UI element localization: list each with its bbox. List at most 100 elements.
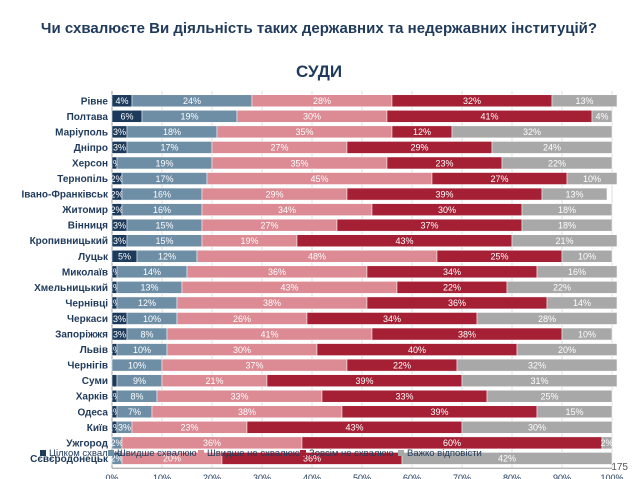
bar-segment — [506, 281, 618, 294]
value-label: 22% — [548, 158, 566, 168]
category-label: Львів — [80, 345, 108, 356]
value-label: 3% — [118, 423, 131, 433]
value-label: 8% — [140, 329, 153, 339]
value-label: 32% — [528, 360, 546, 370]
value-label: 3% — [113, 220, 126, 230]
value-label: 22% — [553, 283, 571, 293]
value-label: 1% — [108, 423, 121, 433]
value-label: 21% — [555, 236, 573, 246]
category-label: Івано-Франківськ — [22, 190, 109, 201]
value-label: 45% — [310, 174, 328, 184]
value-label: 3% — [113, 143, 126, 153]
value-label: 48% — [308, 252, 326, 262]
value-label: 22% — [393, 360, 411, 370]
value-label: 6% — [120, 112, 133, 122]
value-label: 30% — [438, 205, 456, 215]
value-label: 25% — [540, 392, 558, 402]
category-label: Чернівці — [65, 298, 108, 309]
value-label: 14% — [573, 298, 591, 308]
value-label: 20% — [163, 454, 181, 464]
value-label: 43% — [280, 283, 298, 293]
category-label: Одеса — [77, 407, 108, 418]
bar-segment — [111, 374, 118, 387]
x-tick-label: 10% — [153, 473, 171, 479]
value-label: 34% — [443, 267, 461, 277]
x-tick-label: 70% — [453, 473, 471, 479]
bar-segment — [521, 203, 613, 216]
bar-segment — [541, 187, 608, 201]
value-label: 14% — [143, 267, 161, 277]
category-label: Запоріжжя — [55, 330, 108, 341]
value-label: 23% — [435, 158, 453, 168]
chart-subtitle: СУДИ — [295, 62, 343, 81]
value-label: 29% — [265, 189, 283, 199]
value-label: 39% — [430, 407, 448, 417]
value-label: 30% — [303, 112, 321, 122]
value-label: 22% — [443, 283, 461, 293]
category-label: Суми — [82, 376, 108, 387]
legend-swatch — [108, 450, 114, 456]
bar-segment — [561, 250, 613, 263]
value-label: 27% — [490, 174, 508, 184]
value-label: 10% — [143, 314, 161, 324]
category-label: Вінниця — [68, 221, 108, 232]
value-label: 25% — [490, 252, 508, 262]
value-label: 29% — [410, 143, 428, 153]
value-label: 38% — [263, 298, 281, 308]
value-label: 23% — [180, 423, 198, 433]
value-label: 1% — [108, 298, 121, 308]
bar-segment — [551, 94, 618, 108]
value-label: 34% — [278, 205, 296, 215]
value-label: 1% — [108, 407, 121, 417]
bar-segment — [401, 452, 613, 465]
category-label: Маріуполь — [55, 127, 108, 138]
category-label: Черкаси — [67, 314, 108, 325]
value-label: 43% — [395, 236, 413, 246]
value-label: 32% — [463, 96, 481, 106]
value-label: 12% — [138, 298, 156, 308]
value-label: 5% — [118, 252, 131, 262]
legend-swatch — [40, 450, 46, 456]
value-label: 1% — [108, 267, 121, 277]
category-label: Чернігів — [67, 361, 108, 372]
category-label: Тернопіль — [57, 174, 108, 185]
category-label: Миколаїв — [62, 267, 108, 278]
value-label: 15% — [155, 220, 173, 230]
chart-title: Чи схвалюєте Ви діяльність таких державн… — [40, 20, 598, 37]
value-label: 4% — [115, 96, 128, 106]
value-label: 16% — [153, 189, 171, 199]
value-label: 37% — [420, 220, 438, 230]
value-label: 38% — [238, 407, 256, 417]
category-label: Дніпро — [74, 143, 108, 154]
category-label: Херсон — [72, 158, 108, 169]
value-label: 10% — [128, 360, 146, 370]
value-label: 3% — [113, 236, 126, 246]
value-label: 30% — [528, 423, 546, 433]
value-label: 4% — [595, 112, 608, 122]
value-label: 30% — [233, 345, 251, 355]
category-label: Харків — [76, 392, 108, 403]
value-label: 16% — [153, 205, 171, 215]
x-tick-label: 30% — [253, 473, 271, 479]
value-label: 10% — [133, 345, 151, 355]
value-label: 36% — [303, 454, 321, 464]
legend-label: Швидше не схвалюю — [207, 448, 300, 459]
value-label: 27% — [270, 143, 288, 153]
value-label: 16% — [568, 267, 586, 277]
value-label: 10% — [578, 329, 596, 339]
category-label: Сєвєродонецьк — [30, 454, 109, 465]
value-label: 60% — [443, 438, 461, 448]
value-label: 9% — [133, 376, 146, 386]
value-label: 1% — [108, 392, 121, 402]
value-label: 36% — [203, 438, 221, 448]
value-label: 13% — [565, 189, 583, 199]
bar-segment — [591, 110, 613, 123]
value-label: 1% — [108, 283, 121, 293]
legend-swatch — [398, 450, 404, 456]
value-label: 34% — [383, 314, 401, 324]
value-label: 28% — [538, 314, 556, 324]
value-label: 41% — [260, 329, 278, 339]
value-label: 42% — [498, 454, 516, 464]
value-label: 17% — [155, 174, 173, 184]
value-label: 19% — [180, 112, 198, 122]
